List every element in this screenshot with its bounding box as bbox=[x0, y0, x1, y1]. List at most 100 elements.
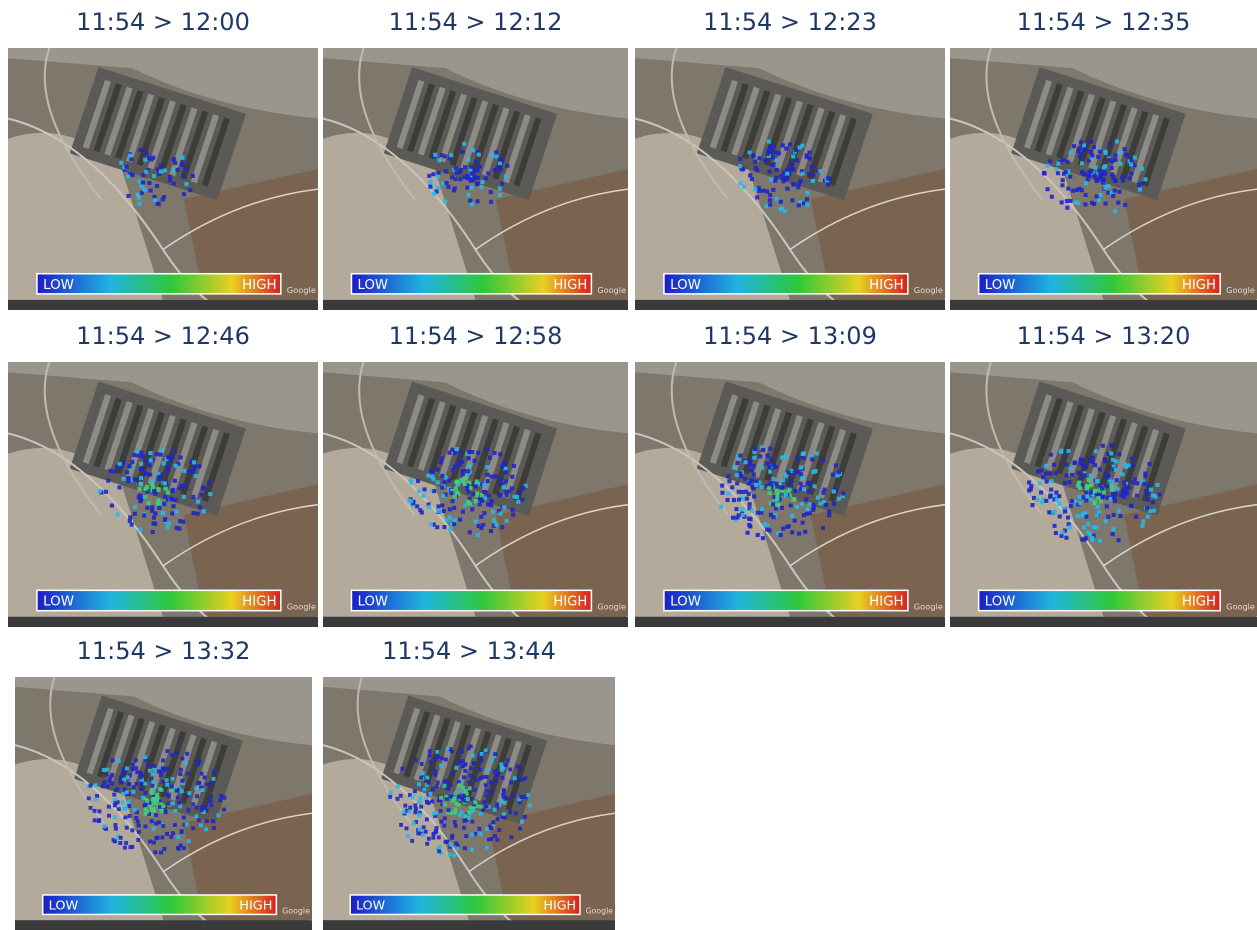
heat-cell bbox=[139, 482, 143, 486]
heat-cell bbox=[1057, 502, 1061, 506]
heat-cell bbox=[388, 795, 392, 799]
heat-cell bbox=[485, 804, 489, 808]
heat-cell bbox=[127, 464, 131, 468]
heat-cell bbox=[805, 203, 809, 207]
heat-cell bbox=[719, 505, 723, 509]
heat-cell bbox=[1040, 500, 1044, 504]
heat-cell bbox=[1110, 159, 1114, 163]
heat-cell bbox=[769, 513, 773, 517]
heat-cell bbox=[484, 783, 488, 787]
heat-cell bbox=[1064, 462, 1068, 466]
heat-cell bbox=[720, 491, 724, 495]
satellite-map: LOWHIGHGoogle bbox=[323, 362, 628, 627]
heat-cell bbox=[460, 460, 464, 464]
heat-cell bbox=[216, 814, 220, 818]
heat-cell bbox=[509, 835, 513, 839]
heat-cell bbox=[439, 809, 443, 813]
heat-cell bbox=[427, 781, 431, 785]
heat-cell bbox=[452, 518, 456, 522]
heat-cell bbox=[192, 467, 196, 471]
heat-cell bbox=[1064, 170, 1068, 174]
attribution: Google bbox=[287, 602, 316, 612]
heat-cell bbox=[112, 793, 116, 797]
heat-cell bbox=[416, 479, 420, 483]
heat-cell bbox=[485, 447, 489, 451]
heat-cell bbox=[488, 456, 492, 460]
heat-cell bbox=[489, 190, 493, 194]
heat-cell bbox=[131, 763, 135, 767]
heat-cell bbox=[427, 837, 431, 841]
heat-cell bbox=[463, 814, 467, 818]
heat-cell bbox=[432, 489, 436, 493]
heat-cell bbox=[498, 193, 502, 197]
heat-cell bbox=[136, 193, 140, 197]
panel-title: 11:54 > 13:44 bbox=[323, 637, 615, 665]
heat-cell bbox=[149, 458, 153, 462]
heat-cell bbox=[1096, 505, 1100, 509]
heat-cell bbox=[418, 813, 422, 817]
heat-cell bbox=[493, 834, 497, 838]
heat-cell bbox=[424, 830, 428, 834]
heat-cell bbox=[1155, 483, 1159, 487]
heat-cell bbox=[462, 775, 466, 779]
heat-cell bbox=[471, 754, 475, 758]
heat-cell bbox=[493, 808, 497, 812]
heat-cell bbox=[466, 193, 470, 197]
heat-cell bbox=[170, 753, 174, 757]
heat-cell bbox=[106, 479, 110, 483]
heat-cell bbox=[417, 489, 421, 493]
heat-cell bbox=[803, 530, 807, 534]
heat-cell bbox=[494, 474, 498, 478]
heat-cell bbox=[1130, 457, 1134, 461]
heat-cell bbox=[502, 461, 506, 465]
heat-cell bbox=[769, 163, 773, 167]
heat-cell bbox=[783, 209, 787, 213]
heat-cell bbox=[1080, 458, 1084, 462]
heat-cell bbox=[768, 464, 772, 468]
heat-cell bbox=[502, 505, 506, 509]
heat-cell bbox=[1143, 474, 1147, 478]
heat-cell bbox=[118, 462, 122, 466]
heat-cell bbox=[407, 810, 411, 814]
attribution: Google bbox=[1226, 602, 1255, 612]
heat-cell bbox=[433, 769, 437, 773]
heat-cell bbox=[797, 203, 801, 207]
heat-cell bbox=[450, 448, 454, 452]
status-bar bbox=[950, 300, 1257, 310]
heat-cell bbox=[136, 838, 140, 842]
heat-cell bbox=[441, 494, 445, 498]
heat-cell bbox=[419, 805, 423, 809]
heat-cell bbox=[164, 810, 168, 814]
legend-low: LOW bbox=[985, 595, 1016, 610]
heat-cell bbox=[1091, 456, 1095, 460]
heat-cell bbox=[818, 169, 822, 173]
heat-cell bbox=[490, 791, 494, 795]
heat-cell bbox=[1046, 187, 1050, 191]
heat-cell bbox=[1056, 171, 1060, 175]
legend-high: HIGH bbox=[239, 899, 272, 914]
heat-cell bbox=[452, 854, 456, 858]
heat-cell bbox=[434, 811, 438, 815]
heat-cell bbox=[752, 494, 756, 498]
heat-cell bbox=[816, 496, 820, 500]
heat-cell bbox=[485, 827, 489, 831]
heat-cell bbox=[211, 819, 215, 823]
heat-cell bbox=[500, 182, 504, 186]
heat-cell bbox=[396, 785, 400, 789]
heat-cell bbox=[416, 831, 420, 835]
heat-cell bbox=[767, 486, 771, 490]
heat-cell bbox=[446, 185, 450, 189]
heat-cell bbox=[800, 144, 804, 148]
heat-cell bbox=[744, 460, 748, 464]
heat-cell bbox=[479, 185, 483, 189]
heat-cell bbox=[454, 177, 458, 181]
heat-cell bbox=[126, 174, 130, 178]
heat-cell bbox=[462, 794, 466, 798]
heat-cell bbox=[1117, 538, 1121, 542]
heat-cell bbox=[785, 167, 789, 171]
heat-cell bbox=[1062, 158, 1066, 162]
heat-cell bbox=[1111, 194, 1115, 198]
heat-cell bbox=[1055, 498, 1059, 502]
heat-cell bbox=[152, 516, 156, 520]
